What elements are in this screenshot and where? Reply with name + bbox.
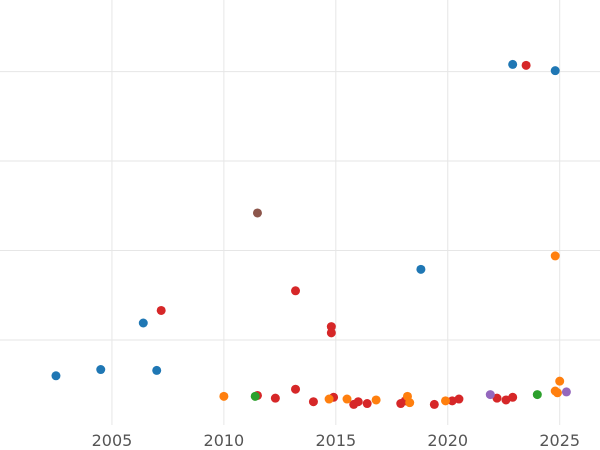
point-red-6 [326,322,336,332]
point-green-1 [532,390,542,400]
data-points [51,59,571,409]
x-tick-label-2025: 2025 [539,431,580,450]
point-red-20 [521,60,531,70]
point-orange-10 [555,376,565,386]
point-red-16 [454,394,464,404]
point-red-4 [291,384,301,394]
point-blue-0 [51,371,61,381]
x-tick-label-2010: 2010 [204,431,245,450]
point-blue-5 [508,59,518,69]
point-blue-4 [416,264,426,274]
point-orange-3 [371,395,381,405]
point-blue-6 [550,66,560,76]
point-red-0 [156,305,166,315]
point-blue-1 [96,365,106,375]
point-orange-7 [550,251,560,261]
x-tick-label-2020: 2020 [427,431,468,450]
point-orange-2 [342,394,352,404]
point-orange-6 [441,396,451,406]
point-blue-3 [152,365,162,375]
point-red-11 [362,399,372,409]
point-purple-1 [561,387,571,397]
point-orange-1 [324,394,334,404]
point-red-14 [429,399,439,409]
x-gridlines [111,0,561,425]
x-tick-label-2005: 2005 [92,431,133,450]
point-red-10 [353,397,363,407]
point-green-0 [250,391,260,401]
point-red-17 [492,393,502,403]
point-orange-5 [405,398,415,408]
x-tick-label-2015: 2015 [315,431,356,450]
point-brown-0 [252,208,262,218]
point-red-5 [308,397,318,407]
point-red-3 [291,286,301,296]
point-purple-0 [485,390,495,400]
x-tick-labels: 2005 2010 2015 2020 2025 [92,431,580,450]
point-orange-9 [552,388,562,398]
point-blue-2 [138,318,148,328]
point-orange-0 [219,391,229,401]
point-red-2 [270,393,280,403]
point-red-19 [508,392,518,402]
y-gridlines [0,71,600,341]
point-red-7 [326,328,336,338]
